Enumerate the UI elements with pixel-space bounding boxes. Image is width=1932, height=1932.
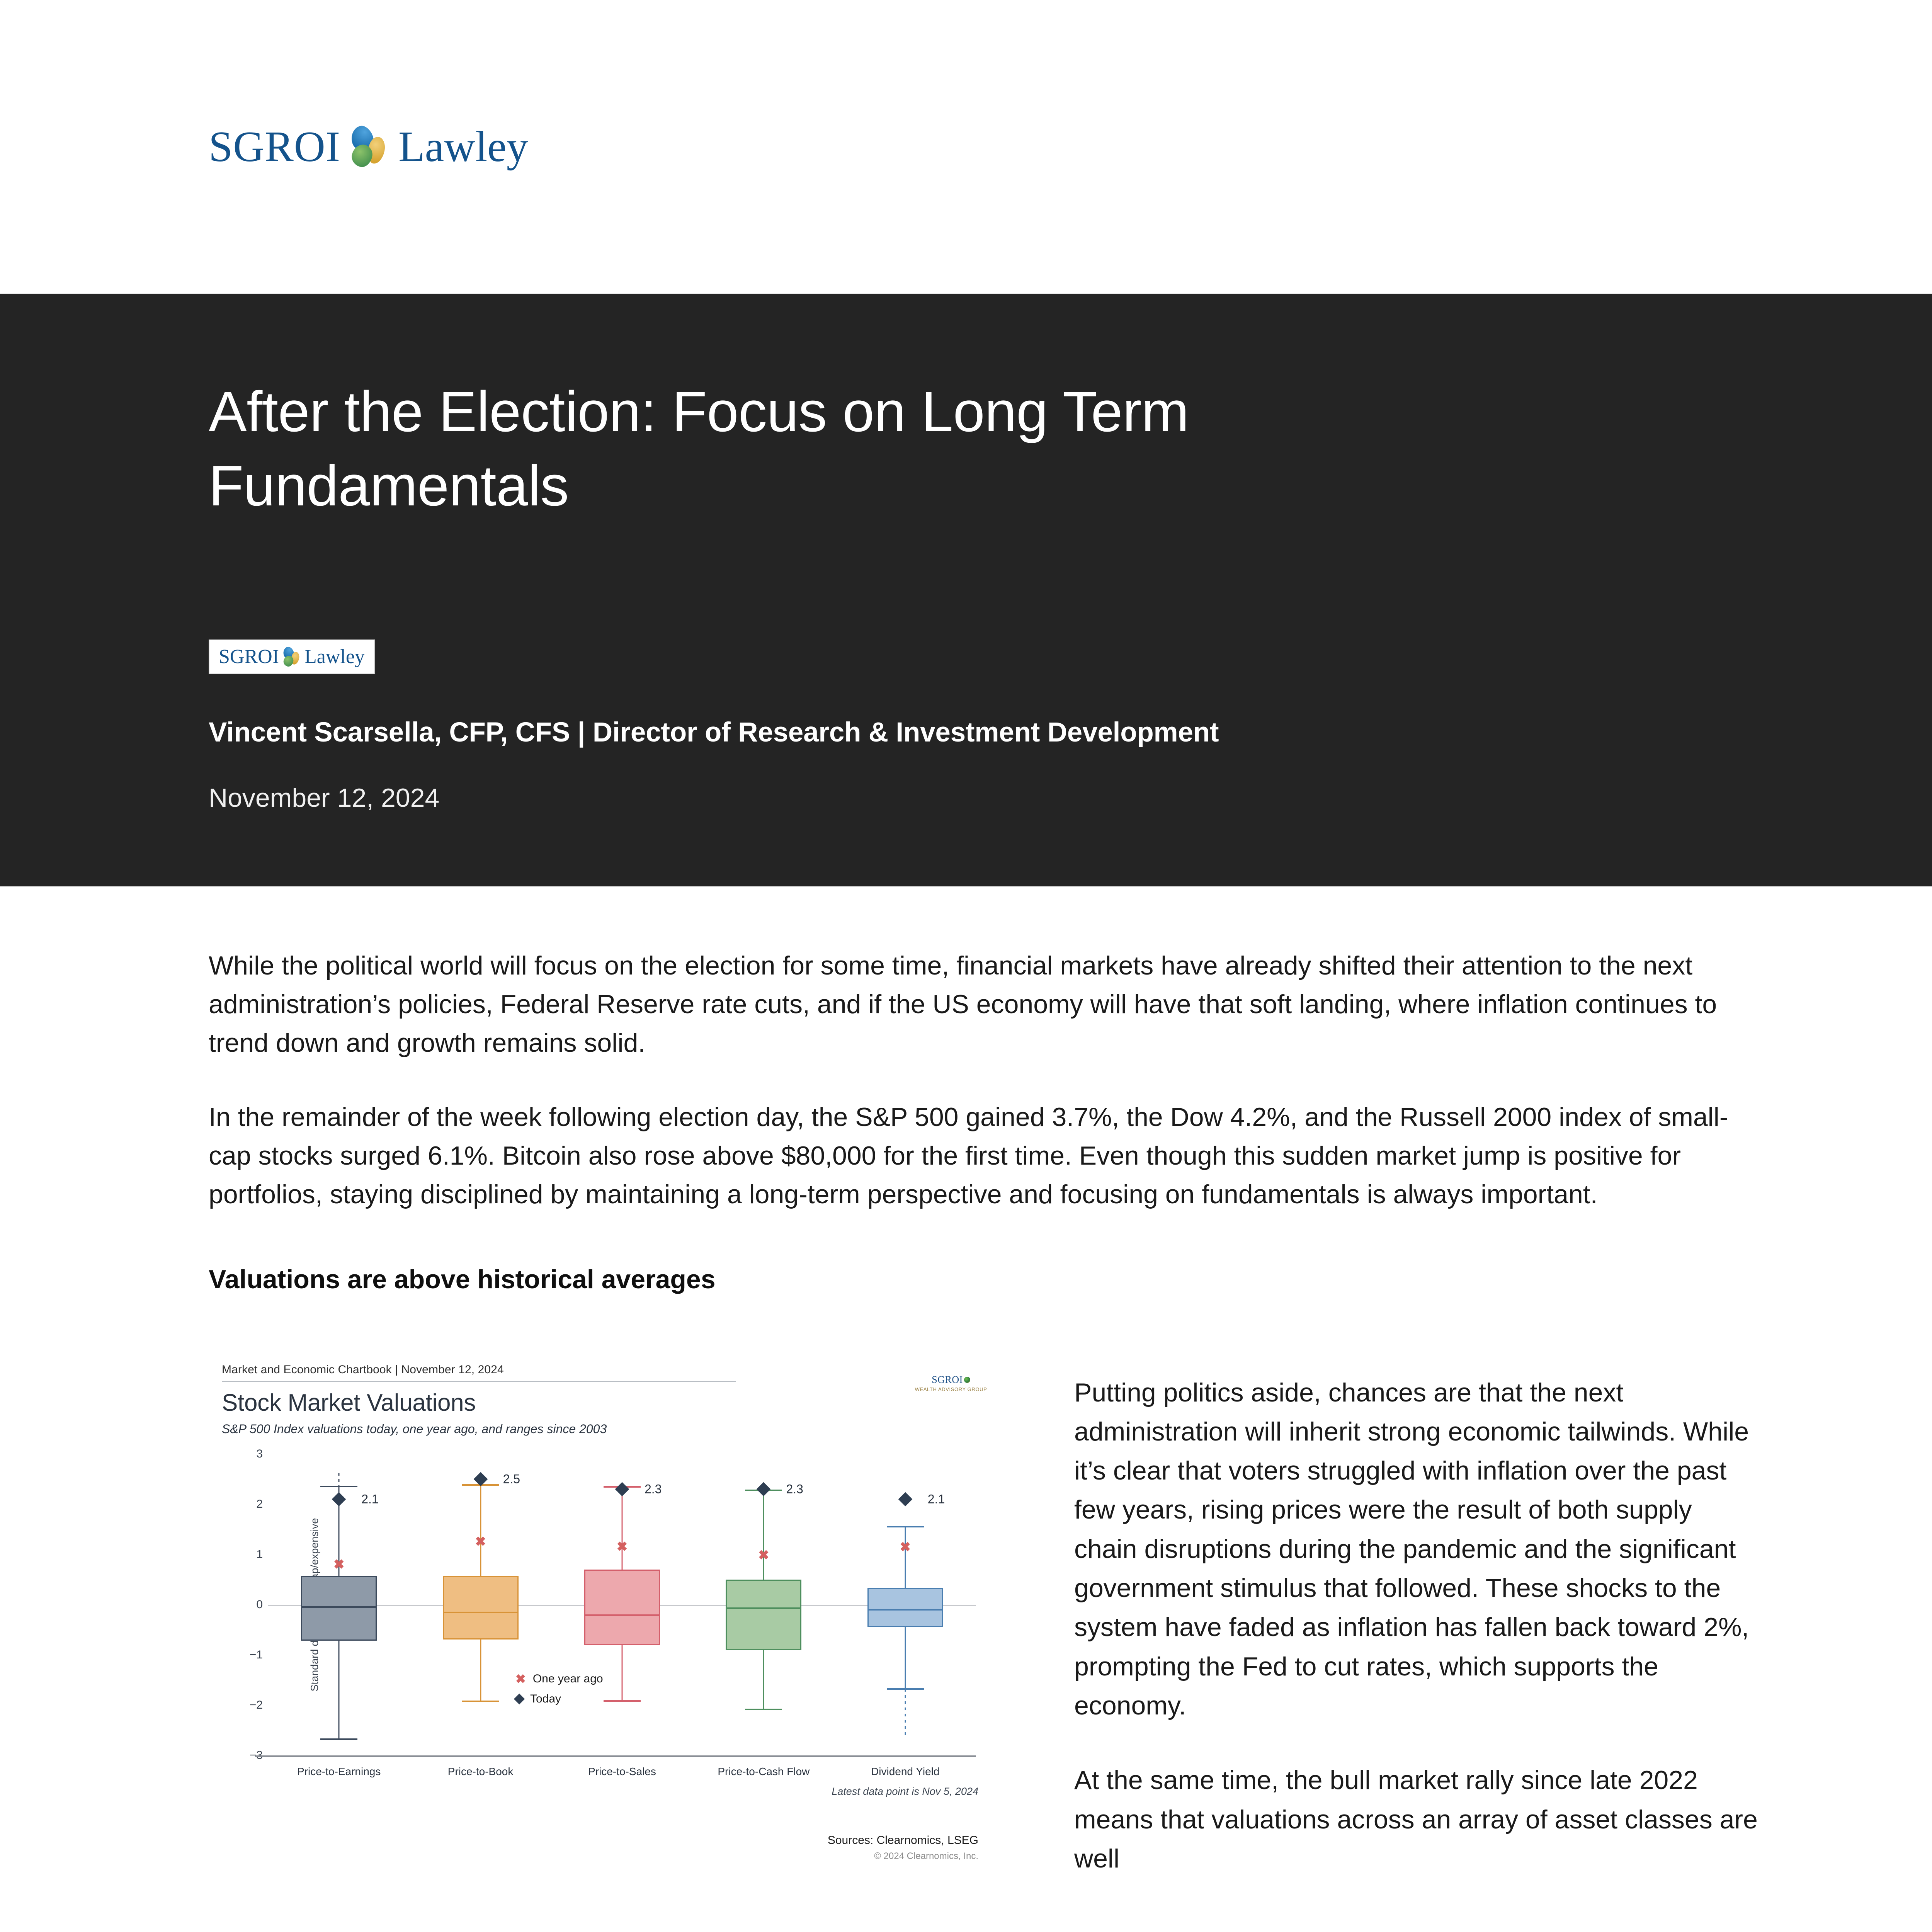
today-marker <box>615 1482 629 1496</box>
publish-date: November 12, 2024 <box>209 783 440 813</box>
median-line <box>301 1606 377 1608</box>
chart-column: Market and Economic Chartbook | November… <box>209 1352 1005 1871</box>
article-body: While the political world will focus on … <box>0 946 1932 1879</box>
one-year-ago-marker: ✖ <box>333 1557 345 1572</box>
today-value-label: 2.1 <box>361 1492 379 1506</box>
boxplot-series: ✖ 2.3 Price-to-Sales <box>551 1454 693 1777</box>
chip-wordmark-secondary: Lawley <box>304 645 365 668</box>
chart-title: Stock Market Valuations <box>222 1389 476 1416</box>
page-title: After the Election: Focus on Long Term F… <box>209 380 1189 518</box>
today-value-label: 2.3 <box>644 1482 662 1496</box>
today-value-label: 2.3 <box>786 1482 803 1496</box>
legend-item: ✖ One year ago <box>515 1672 603 1685</box>
one-year-ago-marker: ✖ <box>758 1548 769 1563</box>
box-iqr <box>301 1576 377 1641</box>
y-axis-tick: 2 <box>256 1497 263 1510</box>
median-line <box>442 1612 519 1614</box>
y-axis-tick: −3 <box>250 1749 263 1762</box>
chart-advisory-logo: SGROI WEALTH ADVISORY GROUP <box>910 1363 992 1392</box>
chart-logo-dot-icon <box>964 1376 970 1383</box>
brand-header: SGROI Lawley <box>0 0 1932 294</box>
hero-logo-chip: SGROI Lawley <box>209 639 375 674</box>
legend-label: Today <box>530 1692 561 1705</box>
chart-note: Latest data point is Nov 5, 2024 <box>832 1785 978 1797</box>
boxplot-series: ✖ 2.1 Dividend Yield <box>835 1454 976 1777</box>
chart-subtitle: S&P 500 Index valuations today, one year… <box>222 1422 607 1436</box>
y-axis-tick: 1 <box>256 1548 263 1561</box>
author-byline: Vincent Scarsella, CFP, CFS | Director o… <box>209 717 1219 748</box>
median-line <box>726 1607 802 1609</box>
median-line <box>867 1609 943 1611</box>
outlier-dash-bottom <box>905 1689 906 1738</box>
body-paragraph-1: While the political world will focus on … <box>209 951 1717 1058</box>
boxplot-plot-area: Standard deviations cheap/expensive 3210… <box>250 1447 976 1777</box>
chart-and-text-columns: Market and Economic Chartbook | November… <box>209 1352 1762 1879</box>
y-axis-tick: −1 <box>249 1648 263 1661</box>
whisker-cap-bottom <box>320 1738 358 1740</box>
x-axis-tick: Price-to-Cash Flow <box>718 1765 810 1777</box>
chart-logo-wordmark: SGROI <box>932 1374 963 1385</box>
legend-diamond-icon <box>514 1693 525 1704</box>
whisker-cap-top <box>320 1486 358 1487</box>
logo-wordmark-secondary: Lawley <box>398 123 528 171</box>
sidebar-text-column: Putting politics aside, chances are that… <box>1074 1352 1762 1879</box>
chart-logo-tagline: WEALTH ADVISORY GROUP <box>915 1386 987 1392</box>
chart-kicker: Market and Economic Chartbook | November… <box>222 1363 504 1376</box>
whisker-cap-bottom <box>745 1709 782 1711</box>
one-year-ago-marker: ✖ <box>475 1534 486 1549</box>
chart-copyright: © 2024 Clearnomics, Inc. <box>874 1850 978 1861</box>
chart-card: Market and Economic Chartbook | November… <box>209 1352 1005 1871</box>
today-marker <box>756 1482 771 1496</box>
box-iqr <box>867 1588 943 1627</box>
box-iqr <box>584 1569 660 1645</box>
x-axis-tick: Dividend Yield <box>871 1765 940 1777</box>
section-heading: Valuations are above historical averages <box>209 1264 716 1294</box>
hero-banner: After the Election: Focus on Long Term F… <box>0 294 1932 886</box>
one-year-ago-marker: ✖ <box>616 1539 628 1554</box>
x-axis-line <box>255 1755 976 1757</box>
whisker-cap-bottom <box>603 1700 641 1702</box>
y-axis-tick: 0 <box>256 1598 263 1611</box>
whisker-cap-top <box>886 1526 924 1527</box>
whisker-cap-bottom <box>462 1701 499 1702</box>
box-iqr <box>442 1576 519 1640</box>
today-marker <box>332 1492 346 1506</box>
boxplot-series: ✖ 2.5 Price-to-Book <box>410 1454 551 1777</box>
legend-item: Today <box>514 1692 603 1706</box>
x-axis-tick: Price-to-Sales <box>588 1765 656 1777</box>
box-iqr <box>726 1579 802 1650</box>
median-line <box>584 1614 660 1616</box>
boxplot-series: ✖ 2.1 Price-to-Earnings <box>268 1454 410 1777</box>
logo-wordmark-primary: SGROI <box>209 123 341 171</box>
body-paragraph-2: In the remainder of the week following e… <box>209 1102 1728 1209</box>
side-paragraph-1: Putting politics aside, chances are that… <box>1074 1378 1749 1721</box>
today-value-label: 2.5 <box>503 1472 520 1486</box>
x-axis-tick: Price-to-Book <box>447 1765 514 1777</box>
side-paragraph-2: At the same time, the bull market rally … <box>1074 1765 1758 1873</box>
legend-label: One year ago <box>532 1672 603 1685</box>
y-axis-tick: 3 <box>256 1447 263 1460</box>
chart-divider <box>222 1381 736 1382</box>
chip-wordmark-primary: SGROI <box>219 645 279 668</box>
chip-pinwheel-icon <box>282 645 301 668</box>
one-year-ago-marker: ✖ <box>900 1540 911 1555</box>
today-marker <box>898 1492 913 1506</box>
chart-legend: ✖ One year ago Today <box>514 1672 603 1713</box>
chart-sources: Sources: Clearnomics, LSEG <box>827 1833 978 1847</box>
outlier-dash-top <box>338 1473 340 1486</box>
x-axis-tick: Price-to-Earnings <box>297 1765 381 1777</box>
legend-x-icon: ✖ <box>515 1672 526 1686</box>
boxplot-series: ✖ 2.3 Price-to-Cash Flow <box>693 1454 834 1777</box>
company-logo: SGROI Lawley <box>209 123 528 171</box>
y-axis-tick: −2 <box>249 1698 263 1711</box>
pinwheel-icon <box>348 123 388 169</box>
today-value-label: 2.1 <box>927 1492 945 1506</box>
